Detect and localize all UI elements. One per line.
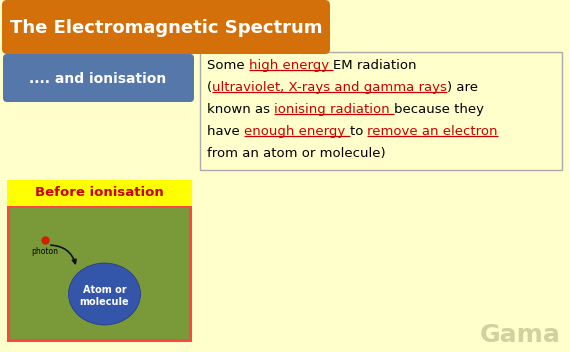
Text: remove an electron: remove an electron: [367, 125, 498, 138]
Text: Atom or
molecule: Atom or molecule: [80, 285, 129, 307]
Text: known as: known as: [207, 103, 274, 116]
Text: high energy: high energy: [249, 59, 333, 72]
Text: Some: Some: [207, 59, 249, 72]
Text: EM radiation: EM radiation: [333, 59, 417, 72]
Text: from an atom or molecule): from an atom or molecule): [207, 147, 386, 160]
Text: .... and ionisation: .... and ionisation: [30, 72, 166, 86]
Text: (: (: [207, 81, 212, 94]
FancyBboxPatch shape: [200, 52, 562, 170]
Ellipse shape: [68, 263, 140, 325]
Text: to: to: [349, 125, 367, 138]
Text: enough energy: enough energy: [244, 125, 349, 138]
Text: Gama: Gama: [479, 323, 560, 347]
FancyBboxPatch shape: [7, 180, 192, 206]
Text: ultraviolet, X-rays and gamma rays: ultraviolet, X-rays and gamma rays: [212, 81, 447, 94]
Text: ) are: ) are: [447, 81, 478, 94]
FancyBboxPatch shape: [3, 54, 194, 102]
Text: have: have: [207, 125, 244, 138]
FancyBboxPatch shape: [7, 180, 192, 342]
Text: because they: because they: [394, 103, 484, 116]
Text: ionising radiation: ionising radiation: [274, 103, 394, 116]
FancyArrowPatch shape: [51, 245, 76, 264]
Text: Before ionisation: Before ionisation: [35, 187, 164, 200]
Text: The Electromagnetic Spectrum: The Electromagnetic Spectrum: [10, 19, 322, 37]
FancyBboxPatch shape: [10, 208, 189, 339]
FancyBboxPatch shape: [2, 0, 330, 54]
Text: photon: photon: [31, 247, 58, 256]
